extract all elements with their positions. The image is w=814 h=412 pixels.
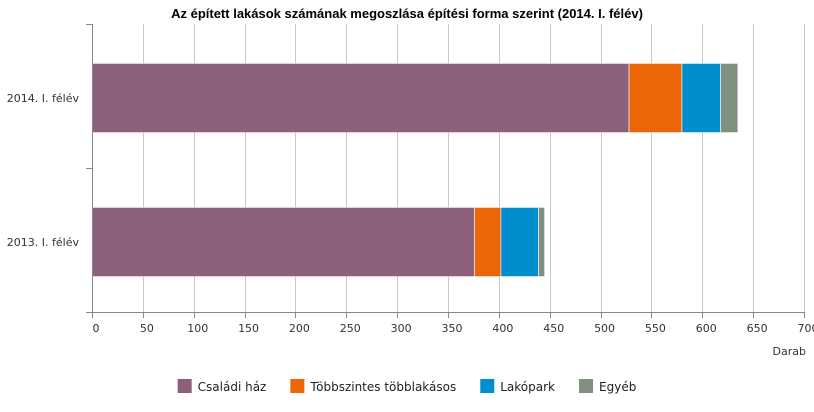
- x-tick-label: 50: [140, 322, 154, 335]
- y-category-label: 2014. I. félév: [7, 92, 80, 105]
- x-tick-label: 300: [391, 322, 412, 335]
- x-tick-label: 200: [289, 322, 310, 335]
- x-tick-label: 400: [492, 322, 513, 335]
- legend-label: Többszintes többlakásos: [309, 380, 456, 394]
- x-axis-label: Darab: [773, 345, 806, 358]
- x-tick-label: 550: [645, 322, 666, 335]
- legend-swatch: [177, 379, 192, 393]
- x-tick-label: 500: [594, 322, 615, 335]
- legend-swatch: [480, 379, 495, 393]
- x-tick-label: 250: [340, 322, 361, 335]
- x-tick-label: 100: [187, 322, 208, 335]
- bar-segment: [538, 207, 545, 277]
- bar-segment: [474, 207, 502, 277]
- x-tick-label: 650: [747, 322, 768, 335]
- x-tick-label: 0: [93, 322, 100, 335]
- axes: 0 50 100 150 200 250 300 350 400 450 500 550 600 650 7…: [7, 24, 814, 335]
- legend-label: Lakópark: [500, 380, 555, 394]
- legend-swatch: [290, 379, 305, 393]
- x-tick-label: 350: [442, 322, 463, 335]
- x-tick-label: 450: [543, 322, 564, 335]
- y-category-label: 2013. I. félév: [7, 236, 80, 249]
- bar-segment: [720, 63, 739, 133]
- x-tick-label: 150: [238, 322, 259, 335]
- chart-title: Az épített lakások számának megoszlása é…: [171, 6, 643, 21]
- legend-swatch: [579, 379, 594, 393]
- bar-segment: [500, 207, 539, 277]
- x-tick-label: 600: [696, 322, 717, 335]
- x-tick-label: 700: [798, 322, 814, 335]
- legend-label: Egyéb: [599, 380, 636, 394]
- bars: [91, 63, 739, 277]
- legend-label: Családi ház: [198, 380, 267, 394]
- bar-segment: [681, 63, 721, 133]
- bar-segment: [91, 63, 630, 133]
- legend: Családi ház Többszintes többlakásos Lakópa…: [177, 379, 636, 394]
- bar-segment: [628, 63, 683, 133]
- bar-segment: [91, 207, 475, 277]
